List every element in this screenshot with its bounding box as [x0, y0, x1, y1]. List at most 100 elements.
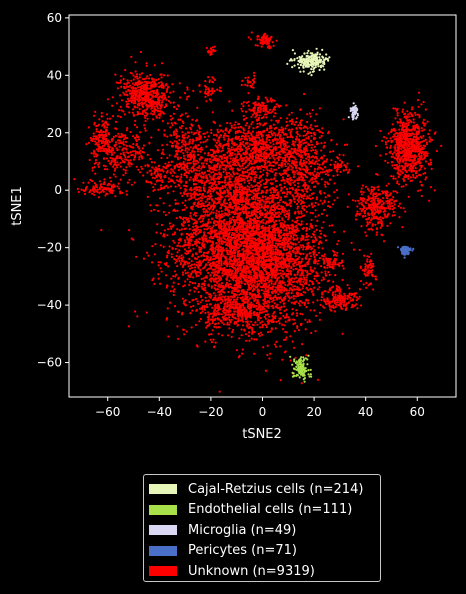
data-point [231, 175, 234, 178]
data-point [250, 259, 253, 263]
data-point [228, 268, 232, 271]
data-point [217, 296, 220, 299]
data-point [185, 330, 188, 333]
data-point [300, 246, 303, 249]
data-point [233, 289, 236, 292]
data-point [214, 247, 217, 250]
data-point [219, 134, 222, 137]
data-point [184, 280, 187, 283]
data-point [239, 267, 242, 270]
data-point [260, 269, 263, 273]
data-point [194, 231, 197, 234]
data-point [264, 369, 268, 372]
data-point [315, 279, 318, 282]
data-point [314, 224, 317, 227]
data-point [271, 274, 274, 277]
data-point [215, 209, 218, 212]
data-point [162, 210, 165, 214]
data-point [284, 283, 287, 286]
data-point [243, 156, 246, 159]
data-point [248, 269, 251, 272]
data-point [271, 262, 274, 265]
data-point [181, 311, 184, 314]
data-point [185, 252, 188, 255]
data-point [195, 244, 198, 247]
data-point [167, 335, 170, 338]
data-point [267, 300, 270, 303]
data-point [182, 256, 185, 259]
data-point [222, 170, 225, 173]
data-point [283, 214, 286, 217]
data-point [281, 270, 285, 273]
data-point [180, 254, 183, 257]
data-point [229, 173, 232, 176]
data-point [242, 320, 245, 323]
data-point [167, 228, 170, 231]
data-point [273, 283, 276, 286]
data-point [226, 202, 229, 205]
data-point [279, 317, 282, 320]
data-point [194, 282, 197, 285]
data-point [180, 223, 183, 226]
data-point [220, 203, 223, 206]
data-point [206, 197, 209, 200]
data-point [240, 203, 244, 206]
data-point [195, 189, 198, 192]
data-point [332, 280, 335, 283]
data-point [176, 209, 179, 212]
data-point [217, 240, 220, 243]
data-point [221, 242, 224, 245]
data-point [275, 258, 278, 261]
data-point [316, 288, 319, 291]
data-point [174, 185, 177, 188]
data-point [254, 274, 257, 278]
data-point [237, 279, 240, 282]
data-point [302, 284, 305, 288]
data-point [238, 214, 241, 217]
data-point [223, 218, 226, 222]
data-point [302, 274, 305, 277]
data-point [211, 248, 215, 251]
data-point [259, 285, 262, 288]
data-point [238, 337, 241, 340]
data-point [270, 276, 273, 279]
data-point [261, 213, 264, 216]
data-point [322, 221, 325, 224]
data-point [197, 179, 200, 182]
data-point [283, 305, 286, 308]
data-point [250, 337, 253, 340]
data-point [132, 238, 135, 241]
data-point [276, 207, 279, 210]
data-point [228, 183, 231, 187]
data-point [174, 209, 177, 212]
data-point [154, 243, 157, 246]
data-point [298, 278, 301, 281]
data-point [187, 224, 190, 227]
data-point [295, 224, 298, 227]
data-point [172, 224, 175, 227]
data-point [284, 295, 287, 298]
data-point [290, 296, 293, 299]
data-point [187, 250, 190, 253]
data-point [298, 222, 301, 226]
data-point [318, 257, 321, 260]
data-point [188, 178, 191, 182]
data-point [290, 277, 294, 280]
data-point [301, 343, 304, 346]
data-point [212, 292, 215, 295]
data-point [317, 203, 320, 206]
data-point [248, 292, 251, 295]
data-point [279, 199, 282, 202]
data-point [199, 150, 202, 153]
data-point [227, 192, 230, 195]
data-point [234, 186, 237, 189]
data-point [234, 195, 237, 198]
data-point [185, 250, 188, 253]
data-point [218, 213, 221, 216]
data-point [246, 295, 249, 298]
data-point [228, 323, 231, 326]
data-point [259, 242, 262, 245]
data-point [324, 235, 327, 238]
data-point [241, 200, 244, 203]
data-point [313, 258, 317, 261]
